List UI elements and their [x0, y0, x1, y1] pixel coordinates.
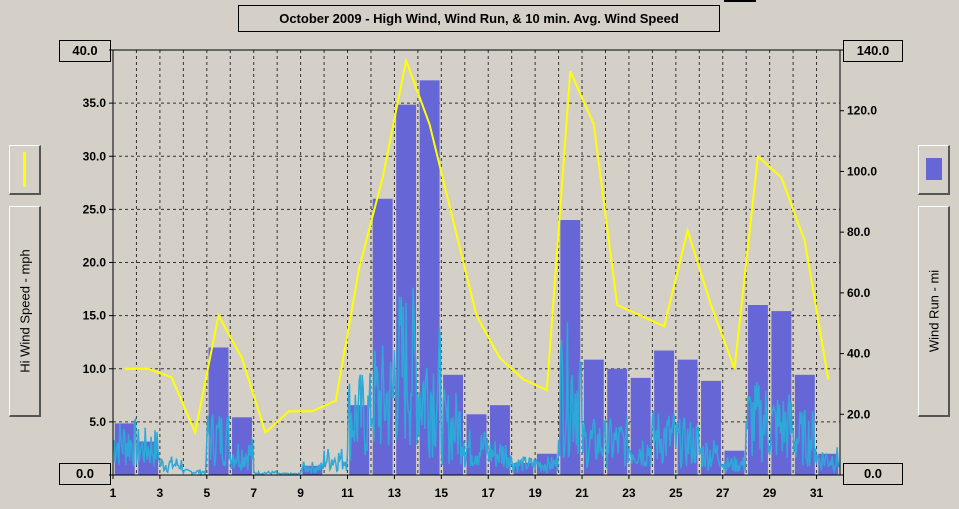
wind-run-bar: [396, 104, 417, 476]
avg-speed-series: [112, 287, 840, 477]
right-axis-label-box: Wind Run - mi: [918, 206, 950, 417]
legend-wind-run-swatch: [926, 158, 942, 180]
x-tick-label: 17: [482, 486, 496, 500]
x-tick-label: 13: [388, 486, 402, 500]
x-tick-label: 3: [157, 486, 164, 500]
chart-title: October 2009 - High Wind, Wind Run, & 10…: [238, 5, 720, 32]
x-tick-label: 19: [528, 486, 542, 500]
left-tick-label: 30.0: [83, 149, 107, 163]
left-tick-label: 15.0: [83, 309, 107, 323]
avg-speed-line: [112, 287, 840, 477]
left-tick-label: 5.0: [89, 415, 106, 429]
legend-wind-run: [918, 145, 950, 195]
left-tick-label: 20.0: [83, 256, 107, 270]
left-tick-label: 25.0: [83, 202, 107, 216]
high-wind-line: [124, 56, 830, 436]
right-tick-label: 40.0: [847, 347, 871, 361]
wind-run-bar: [630, 377, 651, 475]
right-tick-label: 80.0: [847, 225, 871, 239]
high-wind-series: [124, 56, 830, 436]
title-accent: [724, 0, 756, 2]
legend-high-wind: [9, 145, 41, 195]
left-axis-min: 0.0: [59, 463, 111, 485]
left-axis-max: 40.0: [59, 40, 111, 62]
x-tick-label: 29: [763, 486, 777, 500]
left-tick-label: 35.0: [83, 96, 107, 110]
x-tick-label: 15: [435, 486, 449, 500]
right-tick-label: 100.0: [847, 164, 877, 178]
right-tick-label: 20.0: [847, 407, 871, 421]
wind-run-bar: [771, 311, 792, 475]
right-axis-max: 140.0: [843, 40, 903, 62]
right-axis-min: 0.0: [843, 463, 903, 485]
x-tick-label: 25: [669, 486, 683, 500]
x-tick-label: 9: [297, 486, 304, 500]
x-tick-label: 23: [622, 486, 636, 500]
wind-run-bar: [419, 80, 440, 475]
right-tick-label: 120.0: [847, 104, 877, 118]
legend-high-wind-swatch: [23, 152, 26, 187]
left-tick-label: 10.0: [83, 362, 107, 376]
axes: 5.0 10.0 15.0 20.0 25.0 30.0 35.0 20.0 40.0 60.0 8…: [83, 49, 877, 500]
x-tick-label: 31: [810, 486, 824, 500]
x-tick-label: 5: [203, 486, 210, 500]
left-axis-label-box: Hi Wind Speed - mph: [9, 206, 41, 417]
x-tick-label: 27: [716, 486, 730, 500]
x-tick-label: 1: [110, 486, 117, 500]
right-tick-label: 60.0: [847, 286, 871, 300]
x-tick-label: 11: [341, 486, 354, 500]
x-tick-label: 7: [250, 486, 257, 500]
wind-run-bar: [349, 405, 370, 475]
x-tick-label: 21: [575, 486, 589, 500]
